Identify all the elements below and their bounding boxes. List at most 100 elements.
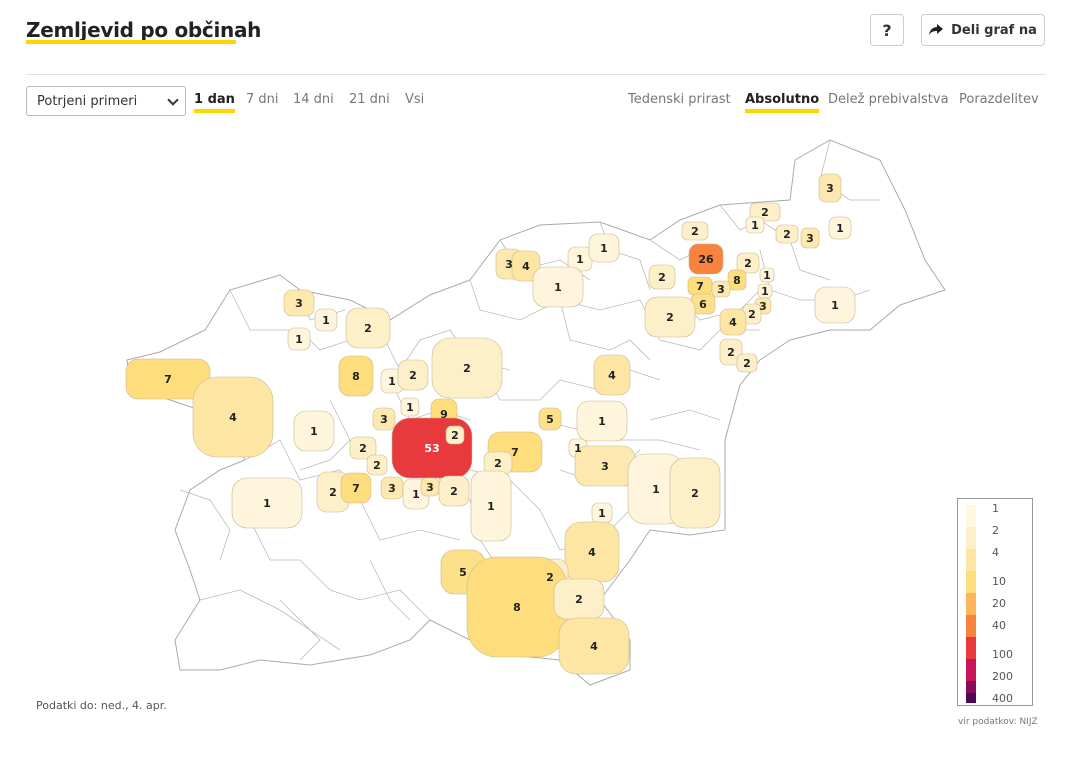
metric-select[interactable]: Potrjeni primeri xyxy=(26,86,186,116)
municipality-region[interactable] xyxy=(828,216,852,240)
municipality-value: 1 xyxy=(554,281,562,294)
legend-swatch xyxy=(966,681,976,693)
legend-label: 4 xyxy=(992,546,999,559)
municipality-value: 2 xyxy=(450,485,458,498)
legend-label: 400 xyxy=(992,692,1013,705)
municipality-value: 1 xyxy=(576,253,584,266)
municipality-value: 3 xyxy=(388,482,396,495)
municipality-region[interactable] xyxy=(445,425,465,445)
municipality-value: 1 xyxy=(836,222,844,235)
municipality-region[interactable] xyxy=(345,307,391,349)
municipality-value: 2 xyxy=(463,362,471,375)
tab-period-all[interactable]: Vsi xyxy=(405,92,425,107)
municipality-region[interactable] xyxy=(538,407,562,431)
tab-period-21[interactable]: 21 dni xyxy=(349,92,390,107)
municipality-region[interactable] xyxy=(338,355,374,397)
share-label: Deli graf na xyxy=(951,22,1037,38)
municipality-region[interactable] xyxy=(719,338,743,366)
tab-period-14[interactable]: 14 dni xyxy=(293,92,334,107)
municipality-value: 4 xyxy=(229,411,237,424)
municipality-region[interactable] xyxy=(287,327,311,351)
municipality-value: 1 xyxy=(831,299,839,312)
share-button[interactable]: Deli graf na xyxy=(921,14,1045,46)
municipality-region[interactable] xyxy=(759,267,775,283)
municipality-region[interactable] xyxy=(558,617,630,675)
municipality-region[interactable] xyxy=(366,454,388,476)
data-date: Podatki do: ned., 4. apr. xyxy=(36,699,167,712)
municipality-value: 3 xyxy=(826,182,834,195)
municipality-value: 8 xyxy=(733,274,741,287)
municipality-region[interactable] xyxy=(736,252,760,274)
municipality-region[interactable] xyxy=(818,173,842,203)
tab-mode-distribution[interactable]: Porazdelitev xyxy=(959,92,1039,107)
legend-swatch xyxy=(966,549,976,571)
municipality-value: 3 xyxy=(426,481,434,494)
municipality-region[interactable] xyxy=(711,280,731,298)
municipality-region[interactable] xyxy=(576,400,628,442)
municipality-region[interactable] xyxy=(800,227,820,249)
municipality-region[interactable] xyxy=(397,359,429,391)
municipality-value: 1 xyxy=(322,314,330,327)
municipality-region[interactable] xyxy=(349,436,377,460)
municipality-region[interactable] xyxy=(340,472,372,504)
municipality-region[interactable] xyxy=(314,308,338,332)
municipality-region[interactable] xyxy=(588,233,620,263)
municipality-value: 2 xyxy=(359,442,367,455)
municipality-value: 8 xyxy=(513,601,521,614)
municipality-value: 1 xyxy=(406,401,414,414)
metric-select-value: Potrjeni primeri xyxy=(37,94,138,109)
municipality-value: 2 xyxy=(494,457,502,470)
municipality-region[interactable] xyxy=(775,224,799,244)
municipality-region[interactable] xyxy=(372,407,396,431)
tab-period-7[interactable]: 7 dni xyxy=(246,92,279,107)
municipality-value: 1 xyxy=(598,415,606,428)
legend-swatch xyxy=(966,637,976,659)
header-divider xyxy=(26,74,1046,75)
municipality-value: 4 xyxy=(588,546,596,559)
municipality-region[interactable] xyxy=(749,202,781,222)
municipality-region[interactable] xyxy=(293,410,335,452)
municipality-value: 5 xyxy=(459,566,467,579)
legend-label: 1 xyxy=(992,502,999,515)
municipality-region[interactable] xyxy=(400,397,420,417)
tab-mode-weekly[interactable]: Tedenski prirast xyxy=(628,92,731,107)
title-underline xyxy=(26,40,236,44)
legend-label: 10 xyxy=(992,575,1006,588)
municipality-value: 6 xyxy=(699,298,707,311)
municipality-value: 1 xyxy=(310,425,318,438)
municipality-region[interactable] xyxy=(736,353,758,373)
municipality-region[interactable] xyxy=(745,216,765,234)
municipality-value: 7 xyxy=(696,280,704,293)
municipality-region[interactable] xyxy=(192,376,274,458)
municipality-value: 53 xyxy=(424,442,439,455)
municipality-region[interactable] xyxy=(719,308,747,336)
municipality-region[interactable] xyxy=(511,250,541,282)
municipality-region[interactable] xyxy=(644,296,696,338)
municipality-value: 2 xyxy=(744,257,752,270)
municipality-region[interactable] xyxy=(593,354,631,396)
municipality-region[interactable] xyxy=(688,243,724,275)
municipality-value: 3 xyxy=(601,460,609,473)
municipality-value: 2 xyxy=(666,311,674,324)
municipality-region[interactable] xyxy=(648,264,676,290)
municipality-region[interactable] xyxy=(283,289,315,317)
municipality-region[interactable] xyxy=(438,475,470,507)
tab-mode-share[interactable]: Delež prebivalstva xyxy=(828,92,949,107)
tab-period-1[interactable]: 1 dan xyxy=(194,92,235,113)
legend-swatch xyxy=(966,659,976,681)
municipality-region[interactable] xyxy=(532,266,584,308)
municipality-value: 3 xyxy=(759,300,767,313)
municipality-region[interactable] xyxy=(681,221,709,241)
municipality-value: 2 xyxy=(743,357,751,370)
municipality-region[interactable] xyxy=(727,269,747,291)
municipality-value: 2 xyxy=(727,346,735,359)
municipality-region[interactable] xyxy=(669,457,721,529)
help-button[interactable]: ? xyxy=(870,14,904,46)
municipality-value: 2 xyxy=(748,308,756,321)
tab-mode-absolute[interactable]: Absolutno xyxy=(745,92,820,113)
municipality-region[interactable] xyxy=(814,286,856,324)
municipality-region[interactable] xyxy=(431,337,503,399)
municipality-region[interactable] xyxy=(231,477,303,529)
municipality-region[interactable] xyxy=(470,470,512,542)
